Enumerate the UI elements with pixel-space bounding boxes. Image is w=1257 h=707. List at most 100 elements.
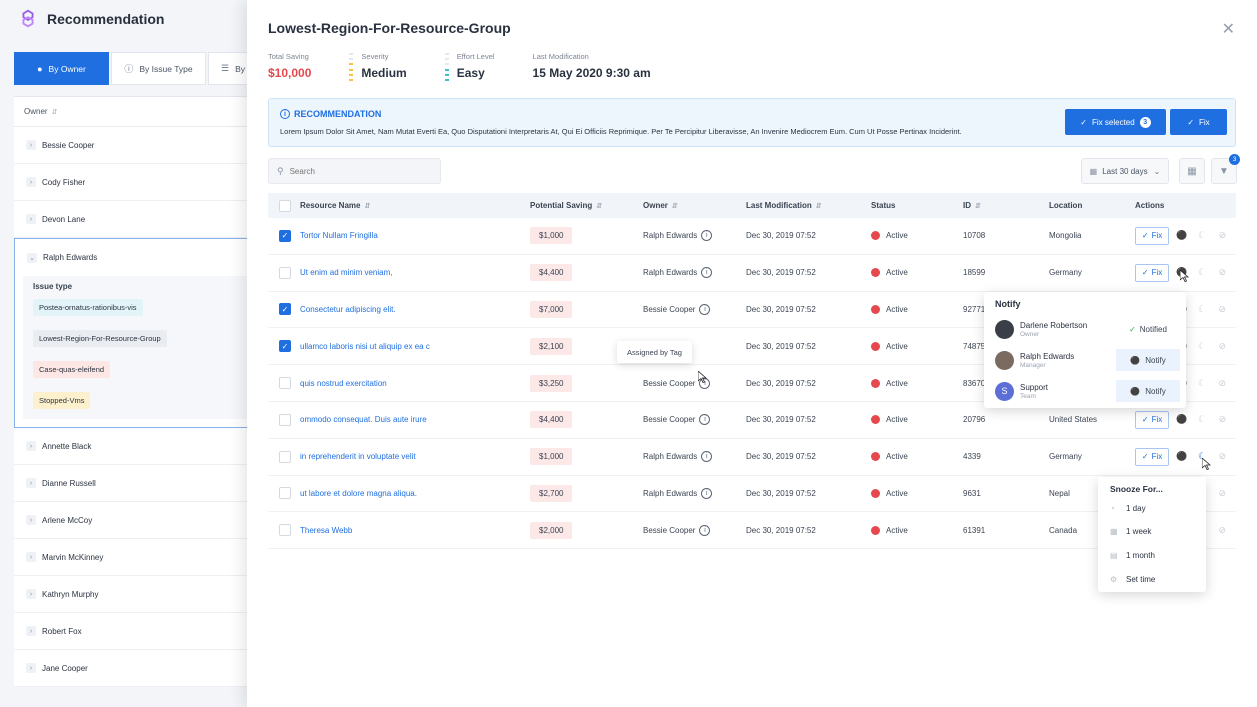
info-icon[interactable]: i [699, 524, 711, 536]
owner-row[interactable]: › Bessie Cooper [14, 127, 260, 164]
row-fix-button[interactable]: ✓ Fix [1135, 410, 1170, 429]
snooze-moon-icon[interactable]: ☾ [1198, 451, 1207, 462]
assigned-by-tag-tooltip: Assigned by Tag [617, 341, 692, 363]
row-checkbox[interactable] [279, 450, 291, 463]
resource-id: 4339 [963, 452, 981, 462]
select-all-checkbox[interactable] [279, 199, 291, 212]
fix-selected-button[interactable]: ✓ Fix selected 3 [1065, 109, 1166, 135]
tab-by-issue-type[interactable]: ⓘ By Issue Type [111, 52, 206, 85]
issue-chip[interactable]: Case-quas-eleifend [33, 361, 111, 378]
snooze-moon-icon[interactable]: ☾ [1197, 303, 1207, 314]
check-icon: ✓ [1141, 268, 1149, 278]
resource-name-link[interactable]: quis nostrud exercitation [300, 378, 387, 388]
filter-icon: ▼ [1219, 165, 1229, 177]
check-icon: ✓ [1129, 324, 1136, 334]
tab-label: By Owner [48, 63, 86, 74]
col-resource-name[interactable]: Resource Name ⇵ [300, 201, 530, 210]
columns-button[interactable]: ▦ [1179, 158, 1205, 184]
owner-row[interactable]: › Robert Fox [14, 613, 260, 650]
resource-name-link[interactable]: ullamco laboris nisi ut aliquip ex ea c [300, 341, 430, 351]
hide-icon[interactable]: ⊘ [1218, 230, 1227, 241]
hide-icon[interactable]: ⊘ [1218, 451, 1227, 462]
owner-column-header[interactable]: Owner ⇵ [14, 97, 260, 127]
info-icon[interactable]: i [699, 414, 711, 426]
resource-name-link[interactable]: ut labore et dolore magna aliqua. [300, 488, 417, 498]
resource-name-link[interactable]: Ut enim ad minim veniam, [300, 268, 393, 278]
hide-icon[interactable]: ⊘ [1218, 303, 1227, 314]
sort-icon: ⇵ [671, 203, 678, 210]
resource-name-link[interactable]: Theresa Webb [300, 525, 353, 535]
hide-icon[interactable]: ⊘ [1218, 267, 1227, 278]
row-fix-button[interactable]: ✓ Fix [1135, 226, 1170, 245]
owner-row[interactable]: › Marvin McKinney [14, 539, 260, 576]
col-last-modification[interactable]: Last Modification ⇵ [746, 201, 871, 210]
resource-name-link[interactable]: ommodo consequat. Duis aute irure [300, 415, 427, 425]
row-checkbox[interactable] [279, 524, 291, 537]
info-icon[interactable]: i [701, 487, 713, 499]
resource-name-link[interactable]: Tortor Nullam Fringilla [300, 231, 378, 241]
hide-icon[interactable]: ⊘ [1218, 340, 1227, 351]
notify-button[interactable]: ⚫ Notify [1116, 349, 1180, 371]
owner-row[interactable]: › Cody Fisher [14, 164, 260, 201]
issue-chip[interactable]: Stopped-Vms [33, 392, 91, 409]
filter-button[interactable]: ▼ 3 [1211, 154, 1240, 184]
row-checkbox[interactable] [279, 266, 291, 279]
snooze-moon-icon[interactable]: ☾ [1198, 267, 1207, 278]
resource-name-link[interactable]: in reprehenderit in voluptate velit [300, 452, 416, 462]
row-checkbox[interactable] [279, 377, 291, 390]
notify-button[interactable]: ⚫ Notify [1116, 380, 1180, 402]
snooze-option[interactable]: ⚙ Set time [1110, 575, 1155, 584]
issue-chip[interactable]: Lowest-Region-For-Resource-Group [33, 330, 167, 347]
row-checkbox[interactable] [279, 413, 291, 426]
row-fix-button[interactable]: ✓ Fix [1135, 263, 1170, 282]
issue-chip[interactable]: Postea-ornatus-rationibus-vis [33, 299, 143, 316]
hide-icon[interactable]: ⊘ [1218, 524, 1227, 535]
bell-icon[interactable]: ⚫ [1176, 451, 1188, 462]
resource-id: 18599 [963, 268, 986, 278]
bell-icon[interactable]: ⚫ [1176, 230, 1188, 241]
hide-icon[interactable]: ⊘ [1218, 487, 1227, 498]
tab-by-owner[interactable]: ● By Owner [14, 52, 109, 85]
button-label: Fix [1151, 268, 1163, 278]
date-range-dropdown[interactable]: ▦ Last 30 days ⌄ [1081, 158, 1169, 184]
row-checkbox[interactable]: ✓ [279, 340, 291, 353]
hide-icon[interactable]: ⊘ [1218, 414, 1227, 425]
snooze-moon-icon[interactable]: ☾ [1198, 230, 1207, 241]
snooze-option[interactable]: ◔ 1 day [1110, 504, 1146, 513]
owner-row[interactable]: › Kathryn Murphy [14, 576, 260, 613]
owner-row[interactable]: › Annette Black [14, 428, 260, 465]
button-label: Fix selected [1092, 117, 1135, 127]
owner-name: Dianne Russell [42, 478, 96, 488]
info-icon[interactable]: i [701, 267, 713, 279]
fix-button[interactable]: ✓ Fix [1170, 109, 1227, 135]
owner-row[interactable]: › Devon Lane [14, 201, 260, 238]
row-checkbox[interactable]: ✓ [279, 229, 291, 242]
owner-row[interactable]: › Dianne Russell [14, 465, 260, 502]
bell-icon[interactable]: ⚫ [1176, 414, 1188, 425]
saving-badge: $2,100 [530, 337, 573, 355]
resource-name-link[interactable]: Consectetur adipiscing elit. [300, 304, 396, 314]
info-icon[interactable]: i [701, 230, 713, 242]
col-potential-saving[interactable]: Potential Saving ⇵ [530, 201, 643, 210]
row-checkbox[interactable] [279, 487, 291, 500]
snooze-moon-icon[interactable]: ☾ [1197, 377, 1207, 388]
row-fix-button[interactable]: ✓ Fix [1135, 447, 1170, 466]
option-label: 1 day [1126, 504, 1146, 513]
tab-label: By Issue Type [139, 63, 193, 74]
col-id[interactable]: ID ⇵ [963, 201, 1049, 210]
info-icon[interactable]: i [699, 303, 711, 315]
owner-row[interactable]: › Arlene McCoy [14, 502, 260, 539]
search-box[interactable]: ⚲ [268, 158, 441, 184]
snooze-moon-icon[interactable]: ☾ [1197, 340, 1207, 351]
col-owner[interactable]: Owner ⇵ [643, 201, 746, 210]
close-icon[interactable]: ✕ [1221, 21, 1235, 38]
owner-row-expanded[interactable]: ⌄ Ralph Edwards [15, 239, 259, 276]
search-input[interactable] [289, 166, 430, 176]
snooze-moon-icon[interactable]: ☾ [1198, 414, 1207, 425]
hide-icon[interactable]: ⊘ [1218, 377, 1227, 388]
info-icon[interactable]: i [701, 451, 713, 463]
owner-row[interactable]: › Jane Cooper [14, 650, 260, 687]
snooze-option[interactable]: ▤ 1 month [1110, 551, 1155, 560]
snooze-option[interactable]: ▦ 1 week [1110, 527, 1151, 536]
row-checkbox[interactable]: ✓ [279, 303, 291, 316]
